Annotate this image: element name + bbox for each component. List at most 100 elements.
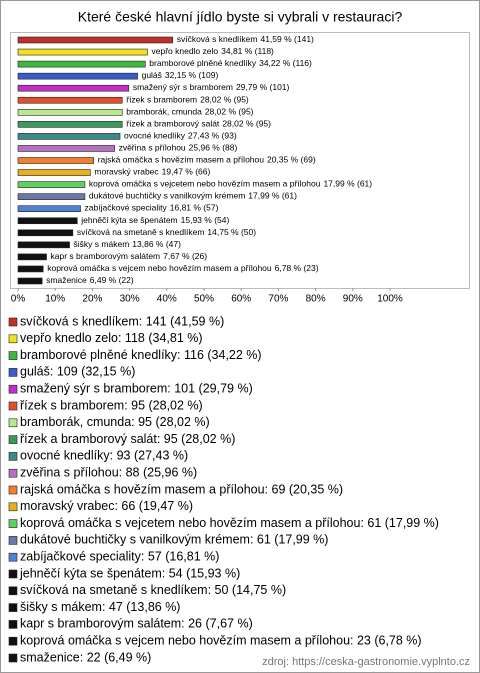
bar-category: vepřo knedlo zelo xyxy=(151,46,218,56)
legend-swatch xyxy=(8,317,18,327)
bar-category: jehněčí kýta se špenátem xyxy=(80,215,177,225)
x-tick-label: 0% xyxy=(11,294,26,305)
legend-label: zabíjačkové speciality: 57 (16,81 %) xyxy=(20,549,219,563)
bar-value-label: 7,67 % (26) xyxy=(163,251,207,261)
bar-value-label: 15,93 % (54) xyxy=(181,215,230,225)
bar-category: svíčková na smetaně s knedlíkem xyxy=(77,227,205,237)
bar-category: ovocné knedlíky xyxy=(124,131,186,141)
bar-category: šišky s mákem xyxy=(74,239,130,249)
legend-swatch xyxy=(8,485,18,495)
bar-value-label: 16,81 % (57) xyxy=(170,203,219,213)
bar xyxy=(17,169,91,176)
bar-label: guláš 32,15 % (109) xyxy=(142,70,219,80)
bar-value-label: 14,75 % (50) xyxy=(207,227,256,237)
legend-label: bramborové plněné knedlíky: 116 (34,22 %… xyxy=(20,348,262,362)
bar-label: koprová omáčka s vejcem nebo hovězím mas… xyxy=(47,263,319,273)
bar-label: svíčková na smetaně s knedlíkem 14,75 % (… xyxy=(77,227,256,237)
legend-label: šišky s mákem: 47 (13,86 %) xyxy=(20,600,180,614)
x-tick-label: 40% xyxy=(157,294,177,305)
legend-swatch xyxy=(8,552,18,562)
bar xyxy=(17,253,47,261)
legend-swatch xyxy=(8,586,18,596)
bar-label: zvěřina s přílohou 25,96 % (88) xyxy=(119,143,238,153)
bar xyxy=(17,145,115,152)
legend-swatch xyxy=(8,435,18,444)
bar-value-label: 34,22 % (116) xyxy=(259,58,312,68)
bar-category: kapr s bramborovým salátem xyxy=(51,251,161,261)
bar xyxy=(17,36,174,44)
bar-value-label: 28,02 % (95) xyxy=(205,107,254,117)
bar xyxy=(17,60,146,68)
bar-value-label: 13,86 % (47) xyxy=(132,239,181,249)
x-tick-label: 70% xyxy=(268,294,288,305)
bar xyxy=(17,205,81,212)
legend-swatch xyxy=(8,368,18,377)
bar-category: řízek a bramborový salát xyxy=(126,119,220,129)
bar-label: svíčková s knedlíkem 41,59 % (141) xyxy=(177,34,314,44)
legend-label: kapr s bramborovým salátem: 26 (7,67 %) xyxy=(20,617,253,631)
bar-label: dukátové buchtičky s vanilkovým krémem 17… xyxy=(89,191,297,201)
legend-label: rajská omáčka s hovězím masem a přílohou… xyxy=(20,482,343,496)
bar-label: řízek a bramborový salát 28,02 % (95) xyxy=(126,119,271,129)
legend-swatch xyxy=(8,653,18,663)
bar-label: koprová omáčka s vejcetem nebo hovězím m… xyxy=(89,179,372,189)
bar xyxy=(17,96,123,104)
bar-value-label: 6,49 % (22) xyxy=(90,275,134,285)
bar-value-label: 28,02 % (95) xyxy=(200,95,249,105)
legend-label: jehněčí kýta se špenátem: 54 (15,93 %) xyxy=(19,566,240,580)
x-tick-label: 60% xyxy=(231,294,251,305)
bar xyxy=(17,48,148,56)
legend-label: řízek a bramborový salát: 95 (28,02 %) xyxy=(20,432,235,446)
x-tick-label: 10% xyxy=(45,294,65,305)
legend-label: bramborák, cmunda: 95 (28,02 %) xyxy=(20,415,210,429)
legend-label: ovocné knedlíky: 93 (27,43 %) xyxy=(20,449,188,463)
bar xyxy=(17,193,86,200)
bar-label: smaženice 6,49 % (22) xyxy=(46,275,134,285)
bar-category: dukátové buchtičky s vanilkovým krémem xyxy=(89,191,245,201)
legend-label: zvěřina s přílohou: 88 (25,96 %) xyxy=(20,465,197,479)
legend-swatch xyxy=(8,334,18,344)
legend-swatch xyxy=(8,569,18,579)
legend-swatch xyxy=(8,384,18,394)
legend-label: řízek s bramborem: 95 (28,02 %) xyxy=(20,398,203,412)
bar-label: řízek s bramborem 28,02 % (95) xyxy=(126,95,249,105)
bar xyxy=(17,277,43,285)
legend-swatch xyxy=(8,418,18,428)
bar-label: bramborové plněné knedlíky 34,22 % (116) xyxy=(149,58,312,68)
x-tick-label: 90% xyxy=(343,294,363,305)
bar-label: smažený sýr s bramborem 29,79 % (101) xyxy=(133,82,290,92)
legend-label: koprová omáčka s vejcem nebo hovězím mas… xyxy=(20,633,422,647)
bar xyxy=(17,133,121,140)
bar-category: koprová omáčka s vejcetem nebo hovězím m… xyxy=(89,179,321,189)
legend-label: svíčková s knedlíkem: 141 (41,59 %) xyxy=(20,314,224,328)
bar-category: svíčková s knedlíkem xyxy=(177,34,258,44)
bar-category: zvěřina s přílohou xyxy=(119,143,186,153)
legend-swatch xyxy=(8,502,18,512)
legend-label: koprová omáčka s vejcetem nebo hovězím m… xyxy=(20,516,439,530)
bar-value-label: 17,99 % (61) xyxy=(323,179,372,189)
bar-category: bramborové plněné knedlíky xyxy=(149,58,257,68)
legend-label: smažený sýr s bramborem: 101 (29,79 %) xyxy=(20,381,253,395)
x-tick-label: 100% xyxy=(377,294,403,305)
bar-value-label: 32,15 % (109) xyxy=(165,70,219,80)
legend-swatch xyxy=(8,620,18,629)
bar-value-label: 41,59 % (141) xyxy=(260,34,314,44)
x-tick-label: 50% xyxy=(194,294,214,305)
bar-category: koprová omáčka s vejcem nebo hovězím mas… xyxy=(47,263,272,273)
x-tick-label: 80% xyxy=(306,294,326,305)
bar-category: řízek s bramborem xyxy=(126,95,197,105)
legend-label: dukátové buchtičky s vanilkovým krémem: … xyxy=(20,533,328,547)
bar-label: zabíjačkové speciality 16,81 % (57) xyxy=(85,203,219,213)
bar-label: kapr s bramborovým salátem 7,67 % (26) xyxy=(51,251,208,261)
bar xyxy=(17,229,74,237)
bar-value-label: 29,79 % (101) xyxy=(236,82,290,92)
bar xyxy=(17,265,44,273)
bar-label: jehněčí kýta se špenátem 15,93 % (54) xyxy=(80,215,229,225)
source: zdroj: https://ceska-gastronomie.vyplnto… xyxy=(262,656,470,668)
bar-category: bramborák, cmunda xyxy=(126,107,202,117)
legend-swatch xyxy=(8,636,18,646)
bar-value-label: 6,78 % (23) xyxy=(275,263,319,273)
bar xyxy=(17,181,86,188)
legend-swatch xyxy=(8,351,18,360)
legend-label: smaženice: 22 (6,49 %) xyxy=(20,650,151,664)
